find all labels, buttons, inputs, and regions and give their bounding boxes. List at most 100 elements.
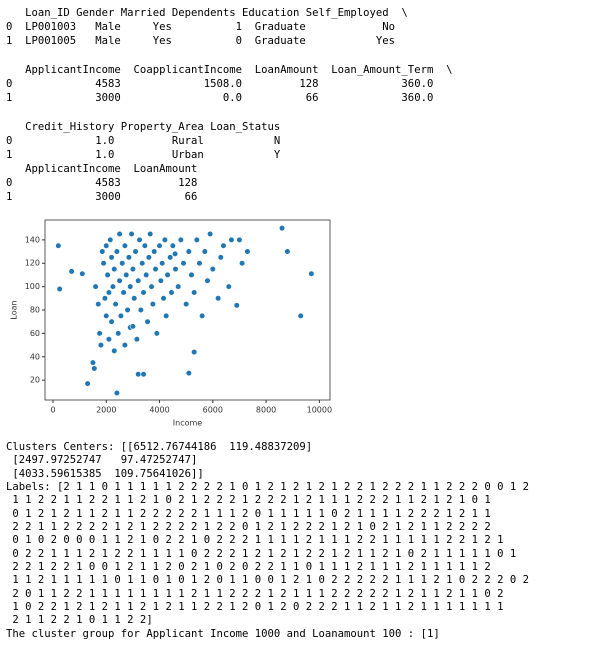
point bbox=[148, 283, 155, 290]
y-tick-label: 60 bbox=[30, 329, 40, 338]
output-line: 1 1 2 2 1 1 2 2 1 1 2 1 0 2 1 2 2 2 1 2 … bbox=[6, 494, 491, 507]
point bbox=[236, 236, 243, 243]
point bbox=[108, 318, 115, 325]
point bbox=[84, 380, 91, 387]
point bbox=[209, 265, 216, 273]
output-line: Loan_ID Gender Married Dependents Educat… bbox=[6, 7, 408, 19]
point bbox=[97, 341, 105, 349]
x-axis-label: Income bbox=[173, 419, 203, 428]
point bbox=[113, 248, 121, 255]
point bbox=[151, 248, 158, 255]
point bbox=[100, 260, 107, 267]
point bbox=[124, 306, 131, 314]
point bbox=[115, 330, 122, 337]
point bbox=[278, 225, 286, 232]
output-line: 2 1 1 2 2 1 0 1 1 2 2] bbox=[6, 614, 153, 627]
y-tick-label: 40 bbox=[30, 352, 40, 361]
point bbox=[297, 312, 304, 319]
point bbox=[284, 248, 291, 255]
point bbox=[101, 295, 109, 302]
point bbox=[169, 242, 176, 249]
output-line: [2497.97252747 97.47252747] bbox=[6, 454, 198, 467]
point bbox=[141, 242, 148, 249]
point bbox=[225, 283, 232, 290]
point bbox=[164, 271, 171, 279]
point bbox=[308, 270, 315, 277]
output-line: 0 1.0 Rural N bbox=[6, 134, 281, 147]
output-line: Credit_History Property_Area Loan_Status bbox=[6, 120, 281, 133]
y-tick-label: 80 bbox=[30, 306, 40, 315]
point bbox=[112, 301, 119, 308]
point bbox=[95, 301, 102, 308]
point bbox=[107, 236, 114, 243]
point bbox=[125, 254, 133, 261]
point bbox=[92, 283, 99, 290]
point bbox=[79, 270, 86, 277]
y-tick-label: 140 bbox=[25, 235, 40, 244]
point bbox=[123, 271, 130, 279]
output-line: 0 4583 1508.0 128 360.0 bbox=[6, 77, 434, 90]
output-line bbox=[6, 105, 452, 119]
output-line: 0 4583 128 bbox=[6, 177, 198, 190]
point bbox=[131, 295, 138, 302]
point bbox=[135, 371, 142, 378]
output-line: 0 2 2 1 1 1 2 1 2 2 1 1 1 1 0 2 2 2 1 2 … bbox=[6, 547, 517, 560]
point bbox=[89, 359, 97, 366]
point bbox=[140, 371, 147, 378]
output-line: 1 0 2 2 1 2 1 2 1 1 2 1 2 1 1 2 2 1 2 0 … bbox=[6, 601, 504, 614]
point bbox=[180, 260, 187, 267]
point bbox=[103, 242, 110, 249]
output-line: ApplicantIncome CoapplicantIncome LoanAm… bbox=[6, 63, 453, 76]
output-line: 0 1 2 1 2 1 1 2 1 1 2 2 2 2 2 1 1 1 2 0 … bbox=[6, 507, 491, 520]
point bbox=[139, 260, 146, 267]
point bbox=[137, 306, 144, 314]
point bbox=[128, 230, 135, 238]
point bbox=[119, 260, 126, 267]
point bbox=[185, 248, 192, 255]
output-line: Clusters Centers: [[6512.76744186 119.48… bbox=[6, 441, 313, 453]
point bbox=[167, 254, 174, 261]
point bbox=[117, 312, 125, 319]
y-tick-label: 120 bbox=[25, 259, 40, 268]
point bbox=[191, 289, 198, 296]
point bbox=[129, 323, 136, 330]
point bbox=[116, 277, 123, 284]
point bbox=[204, 277, 211, 284]
point bbox=[99, 248, 106, 255]
y-axis-label: Loan bbox=[10, 300, 19, 319]
output-line: Labels: [2 1 1 0 1 1 1 1 1 2 2 2 2 1 0 1… bbox=[6, 481, 529, 494]
point bbox=[56, 285, 63, 293]
point bbox=[172, 265, 179, 273]
x-tick-label: 6000 bbox=[203, 406, 223, 415]
output-line: 0 1 0 2 0 0 0 1 1 2 1 0 2 2 1 0 2 2 2 1 … bbox=[6, 534, 504, 547]
point bbox=[196, 260, 203, 267]
output-line: [4033.59615385 109.75641026]] bbox=[6, 467, 204, 480]
point bbox=[121, 242, 129, 249]
chart: 0 2000 4000 6000 8000 10000 20 40 60 80 100 120 140 I… bbox=[10, 219, 332, 428]
point bbox=[105, 289, 113, 296]
point bbox=[233, 302, 240, 309]
output-line: 1 3000 0.0 66 360.0 bbox=[6, 92, 434, 105]
point bbox=[220, 242, 227, 249]
point bbox=[55, 242, 62, 249]
point bbox=[199, 312, 206, 319]
output-line: 1 1 2 1 1 1 1 1 0 1 1 0 1 0 1 2 0 1 1 0 … bbox=[6, 574, 529, 587]
output-line: 2 2 1 2 2 1 0 0 1 2 1 1 2 0 2 1 0 2 0 2 … bbox=[6, 561, 491, 574]
point bbox=[177, 236, 184, 243]
point bbox=[120, 289, 127, 296]
output-top: Loan_ID Gender Married Dependents Educat… bbox=[6, 6, 452, 205]
point bbox=[239, 260, 246, 267]
point bbox=[103, 312, 110, 319]
x-tick-label: 2000 bbox=[96, 406, 116, 415]
point bbox=[121, 341, 129, 349]
point bbox=[149, 301, 156, 308]
point bbox=[193, 236, 200, 243]
point bbox=[175, 283, 182, 290]
point bbox=[156, 242, 163, 249]
point bbox=[91, 365, 98, 372]
point bbox=[105, 336, 113, 343]
point bbox=[135, 277, 142, 284]
point bbox=[157, 277, 164, 284]
point bbox=[133, 336, 140, 343]
point bbox=[132, 248, 139, 255]
